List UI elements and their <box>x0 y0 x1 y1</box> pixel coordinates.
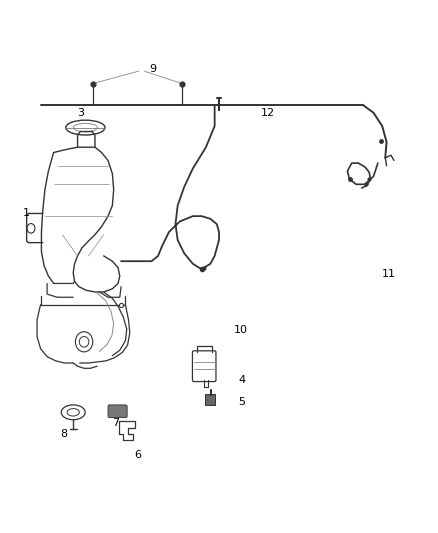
Text: 7: 7 <box>113 418 120 428</box>
Text: 3: 3 <box>78 108 85 118</box>
Text: 4: 4 <box>239 375 246 385</box>
Text: 10: 10 <box>234 325 248 335</box>
Text: 1: 1 <box>23 208 30 219</box>
Text: 5: 5 <box>239 397 246 407</box>
FancyBboxPatch shape <box>108 405 127 418</box>
Text: 11: 11 <box>382 270 396 279</box>
Text: 8: 8 <box>60 429 67 439</box>
Text: 9: 9 <box>149 64 156 74</box>
Text: 6: 6 <box>134 450 141 460</box>
Text: 12: 12 <box>260 108 275 118</box>
FancyBboxPatch shape <box>205 394 215 405</box>
